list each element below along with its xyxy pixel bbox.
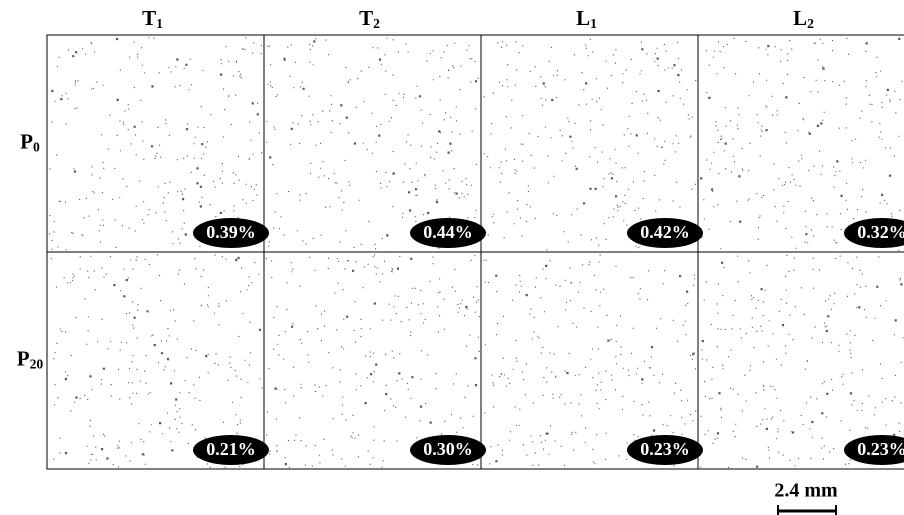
cell-frame (697, 251, 904, 470)
header-label: P20 (17, 346, 44, 371)
percent-label: 0.42% (640, 222, 690, 242)
percent-badge (193, 218, 269, 248)
percent-badge (627, 435, 703, 465)
percent-badge (844, 435, 904, 465)
label-subscript: 2 (373, 16, 380, 31)
percent-label: 0.39% (206, 222, 256, 242)
header-label: P0 (20, 129, 40, 154)
label-main: L (576, 6, 590, 30)
percent-badge (193, 435, 269, 465)
percent-label: 0.44% (423, 222, 473, 242)
percent-badge (410, 435, 486, 465)
label-main: L (793, 6, 807, 30)
header-label: L2 (793, 6, 814, 31)
scale-bar-label: 2.4 mm (774, 480, 838, 502)
percent-badge (844, 218, 904, 248)
percent-label: 0.23% (640, 439, 690, 459)
micrograph-specks (266, 37, 479, 250)
label-subscript: 1 (590, 16, 597, 31)
percent-badge (410, 218, 486, 248)
image-grid: 0.39% 0.44% 0.42% 0.32% 0.21% 0.30% 0.23% 0.23% (46, 34, 904, 470)
percent-badge (627, 218, 703, 248)
percent-label: 0.23% (857, 439, 904, 459)
percent-label: 0.21% (206, 439, 256, 459)
header-label: L1 (576, 6, 597, 31)
header-label: T1 (142, 6, 163, 31)
micrograph-specks (483, 254, 697, 467)
label-main: P (20, 129, 33, 153)
label-subscript: 0 (33, 140, 40, 155)
scale-bar: 2.4 mm (774, 480, 838, 515)
label-main: T (359, 6, 373, 30)
label-main: T (142, 6, 156, 30)
percent-label: 0.32% (857, 222, 904, 242)
label-subscript: 20 (30, 357, 44, 372)
header-label: T2 (359, 6, 380, 31)
label-subscript: 2 (807, 16, 814, 31)
percent-label: 0.30% (423, 439, 473, 459)
label-subscript: 1 (156, 16, 163, 31)
label-main: P (17, 346, 30, 370)
